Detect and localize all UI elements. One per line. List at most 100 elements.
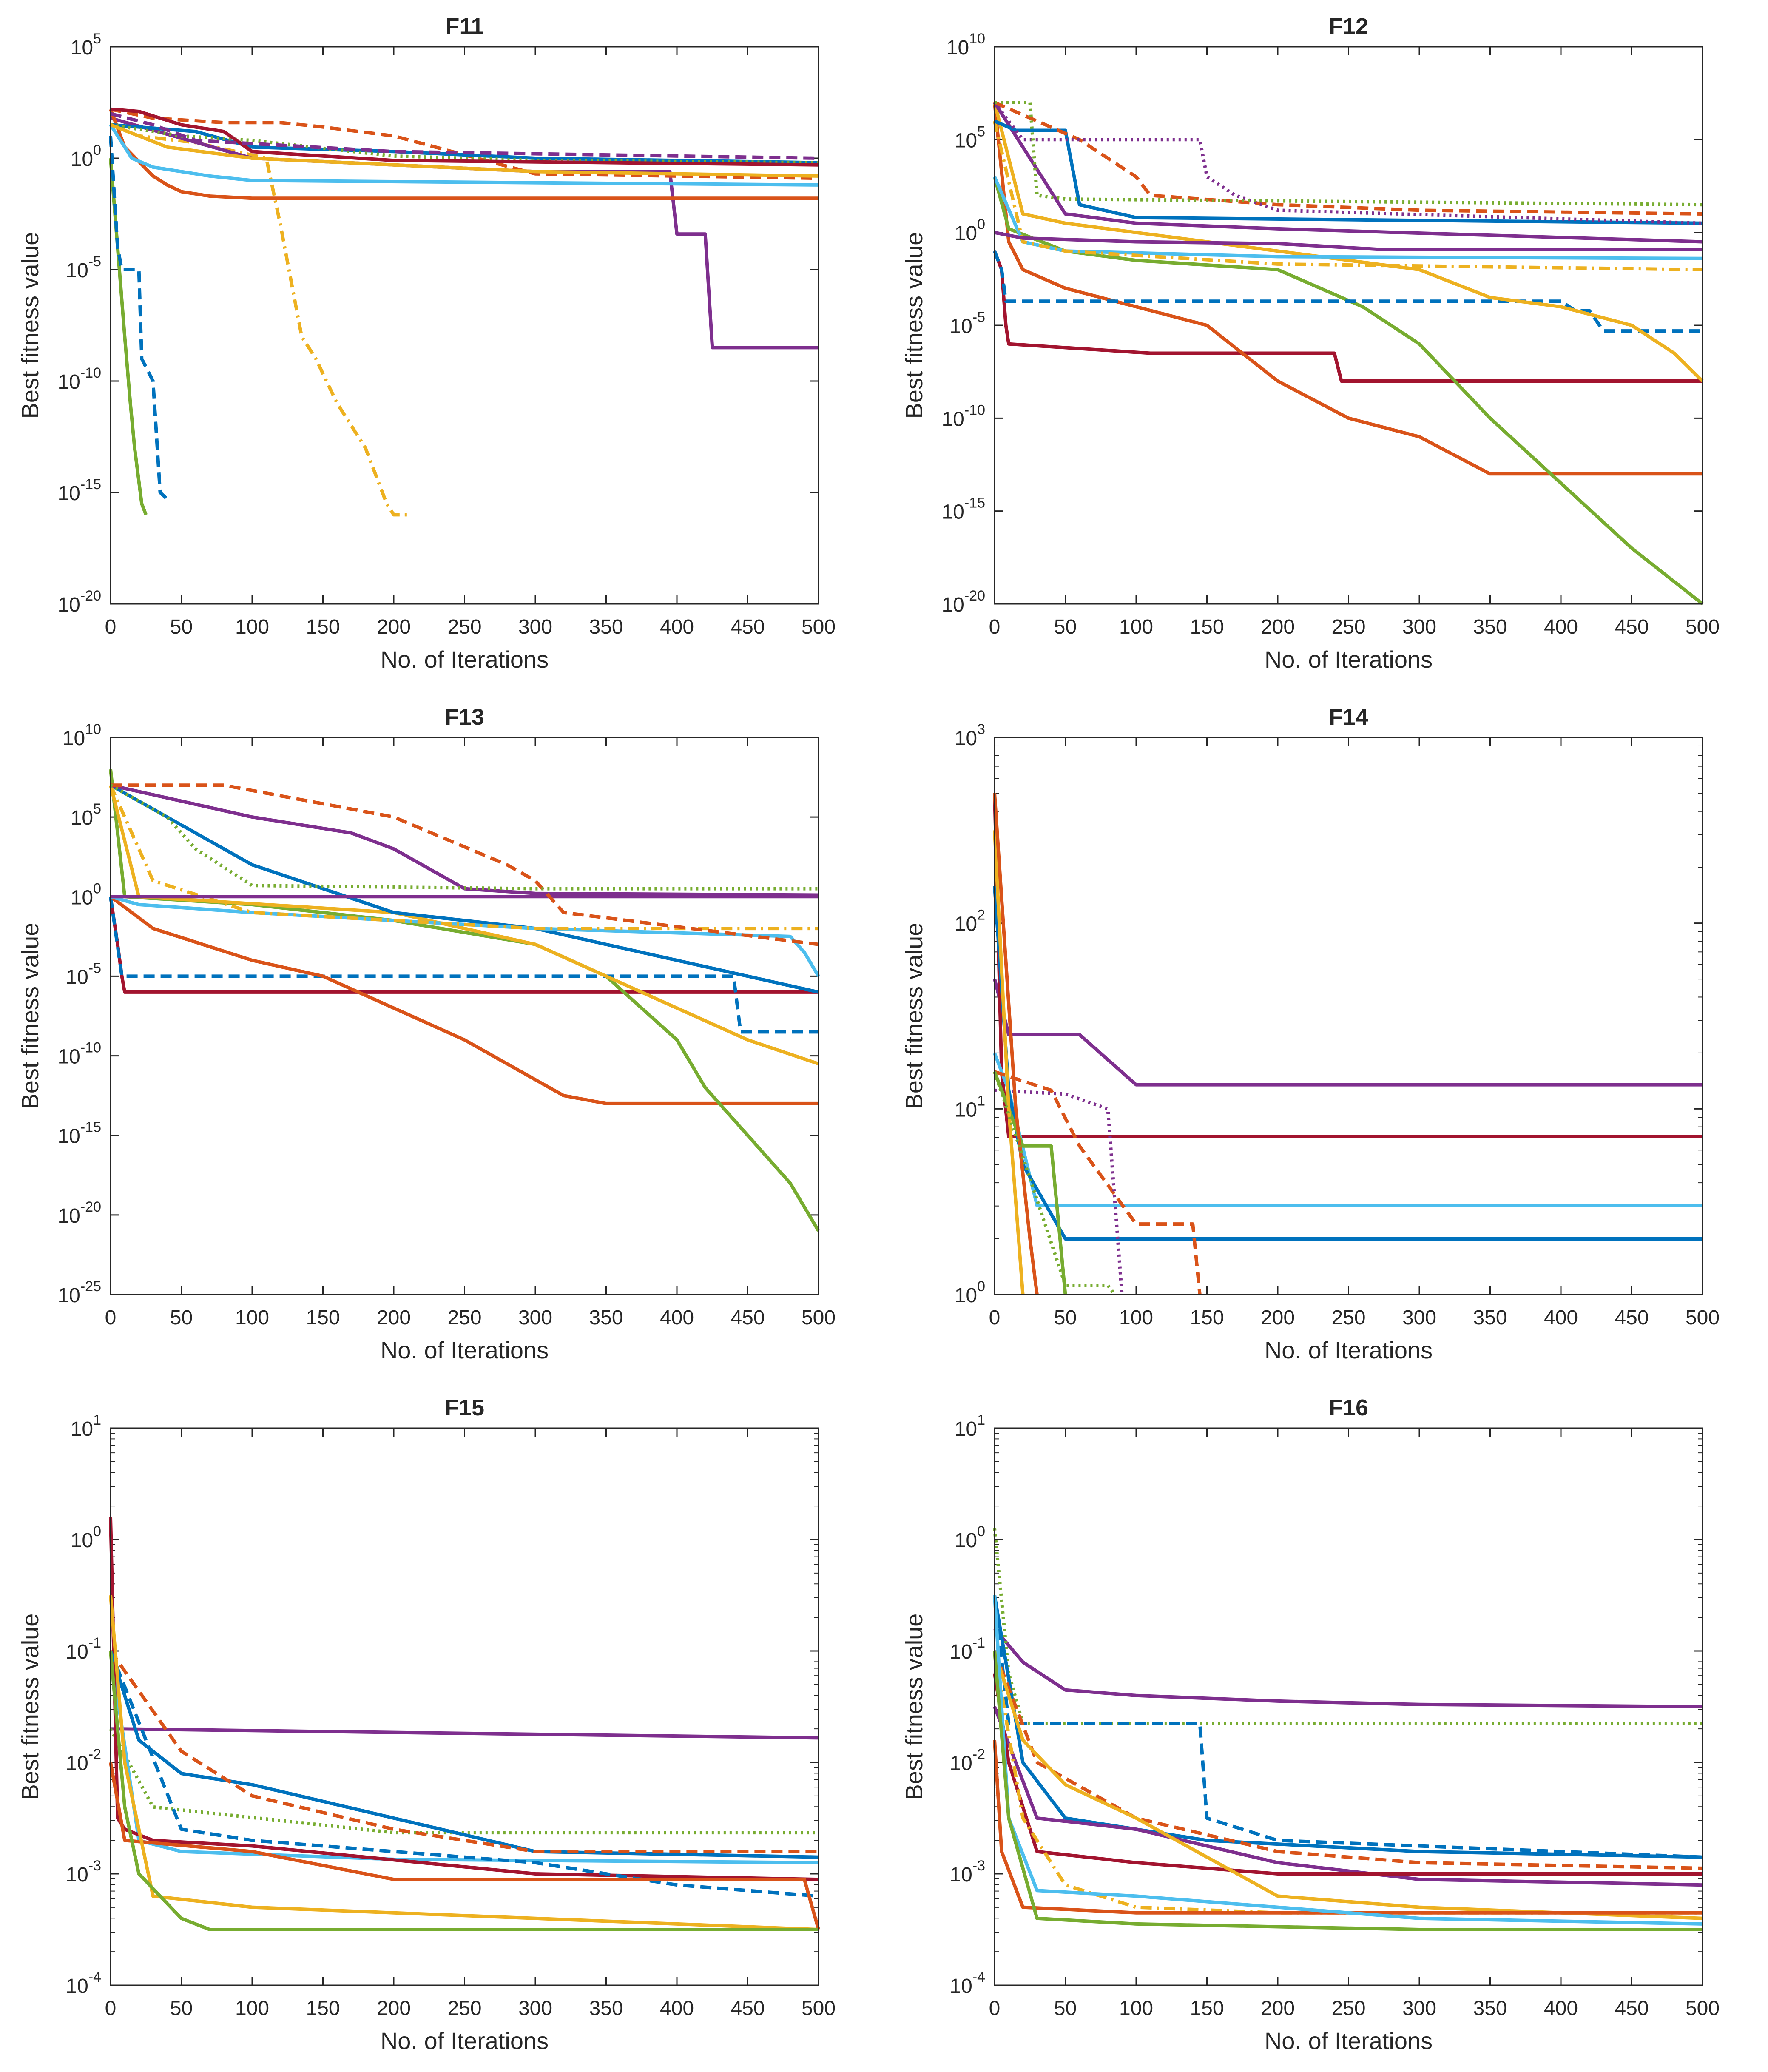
series-line-7 xyxy=(993,1673,1703,1876)
series-line-12 xyxy=(993,101,1703,225)
chart-title: F16 xyxy=(1329,1395,1368,1420)
x-tick-label: 50 xyxy=(170,1997,193,2020)
series-line-3 xyxy=(110,123,408,517)
panel-f11: 0 50 100 150 200 250 300 350 400 450 500 10-20 10-15… xyxy=(17,14,836,673)
plot-frame xyxy=(994,737,1703,1295)
x-tick-label: 50 xyxy=(170,616,193,638)
x-tick-label: 150 xyxy=(1190,1997,1224,2020)
y-tick-label: 10-15 xyxy=(57,476,101,505)
x-tick-label: 250 xyxy=(447,1306,481,1329)
x-tick-label: 400 xyxy=(660,616,694,638)
x-tick-label: 100 xyxy=(1119,1997,1153,2020)
x-tick-label: 250 xyxy=(447,1997,481,2020)
y-tick-label: 105 xyxy=(71,801,101,829)
y-tick-label: 100 xyxy=(71,142,101,171)
y-tick-label: 10-3 xyxy=(949,1858,985,1886)
x-axis-label: No. of Iterations xyxy=(381,646,549,673)
plot-border xyxy=(994,737,1703,1295)
x-tick-label: 400 xyxy=(1544,616,1578,638)
series-line-11 xyxy=(994,101,1703,216)
y-tick-label: 100 xyxy=(955,216,985,245)
series-line-7 xyxy=(993,120,1703,271)
series-line-12 xyxy=(110,783,819,891)
plot-frame xyxy=(110,737,819,1295)
x-tick-label: 150 xyxy=(306,1997,340,2020)
y-tick-label: 10-15 xyxy=(57,1119,101,1148)
x-tick-label: 100 xyxy=(1119,616,1153,638)
x-tick-label: 200 xyxy=(1261,1997,1295,2020)
x-axis-label: No. of Iterations xyxy=(381,1337,549,1363)
series-line-10 xyxy=(109,1651,819,1931)
y-axis-label: Best fitness value xyxy=(901,232,927,419)
series-line-3 xyxy=(993,1595,1703,1859)
series-line-2 xyxy=(109,136,168,501)
x-tick-label: 250 xyxy=(1331,1997,1365,2020)
series-line-1 xyxy=(993,1628,1703,1708)
y-tick-label: 10-2 xyxy=(949,1746,985,1775)
x-tick-label: 300 xyxy=(1402,1306,1436,1329)
panel-f16: 0 50 100 150 200 250 300 350 400 450 500 10-4 10-3 10… xyxy=(901,1395,1720,2054)
y-tick-label: 10-15 xyxy=(941,495,985,524)
x-tick-label: 100 xyxy=(1119,1306,1153,1329)
x-tick-label: 200 xyxy=(377,616,411,638)
y-tick-label: 101 xyxy=(955,1093,985,1121)
series-line-11 xyxy=(111,783,819,946)
y-tick-label: 10-1 xyxy=(65,1635,101,1663)
y-tick-label: 10-1 xyxy=(949,1635,985,1663)
x-tick-label: 350 xyxy=(589,1997,623,2020)
series-line-12 xyxy=(110,112,819,160)
plot-border xyxy=(994,46,1703,605)
panel-f13: 0 50 100 150 200 250 300 350 400 450 500 10-25 10-20… xyxy=(17,704,836,1363)
x-tick-label: 500 xyxy=(802,1997,836,2020)
y-tick-label: 1010 xyxy=(947,31,985,59)
y-axis-label: Best fitness value xyxy=(17,1614,43,1800)
y-tick-label: 10-20 xyxy=(941,588,985,616)
x-tick-label: 500 xyxy=(1686,1306,1720,1329)
x-tick-label: 50 xyxy=(1054,1306,1077,1329)
y-tick-label: 10-10 xyxy=(57,1040,101,1068)
series-line-6 xyxy=(994,1088,1124,1295)
y-tick-label: 101 xyxy=(955,1412,985,1440)
y-axis-label: Best fitness value xyxy=(901,923,927,1110)
x-tick-label: 450 xyxy=(1615,616,1649,638)
x-tick-label: 400 xyxy=(1544,1306,1578,1329)
series-line-9 xyxy=(993,793,1039,1295)
panel-f12: 0 50 100 150 200 250 300 350 400 450 500 10-20 10-15… xyxy=(901,14,1720,673)
x-tick-label: 250 xyxy=(1331,1306,1365,1329)
series-line-10 xyxy=(993,1740,1703,1915)
y-axis-label: Best fitness value xyxy=(901,1614,927,1800)
y-tick-label: 10-10 xyxy=(57,365,101,393)
x-tick-label: 350 xyxy=(589,616,623,638)
x-tick-label: 100 xyxy=(235,616,269,638)
series-line-6 xyxy=(109,124,819,187)
series-line-8 xyxy=(109,784,819,931)
plot-border xyxy=(110,737,819,1295)
series-line-9 xyxy=(110,123,819,165)
panel-f15: 0 50 100 150 200 250 300 350 400 450 500 10-4 10-3 10… xyxy=(17,1395,836,2054)
x-axis-label: No. of Iterations xyxy=(1265,646,1433,673)
x-tick-label: 350 xyxy=(589,1306,623,1329)
series-line-6 xyxy=(109,1517,819,1881)
y-tick-label: 100 xyxy=(955,1523,985,1552)
x-tick-label: 300 xyxy=(1402,616,1436,638)
y-tick-label: 105 xyxy=(71,31,101,59)
series-line-1 xyxy=(993,250,1703,383)
x-tick-label: 100 xyxy=(235,1997,269,2020)
x-tick-label: 350 xyxy=(1473,1306,1507,1329)
series-line-6 xyxy=(993,1706,1703,1887)
series-line-7 xyxy=(109,1650,819,1898)
x-tick-label: 450 xyxy=(1615,1306,1649,1329)
x-tick-label: 150 xyxy=(306,1306,340,1329)
series-line-5 xyxy=(993,102,1704,382)
series-line-11 xyxy=(110,107,819,167)
y-tick-label: 1010 xyxy=(63,721,101,750)
series-line-8 xyxy=(993,1650,1703,1920)
x-tick-label: 200 xyxy=(377,1306,411,1329)
y-tick-label: 10-2 xyxy=(65,1746,101,1775)
plot-frame xyxy=(994,46,1703,605)
x-tick-label: 400 xyxy=(660,1997,694,2020)
x-tick-label: 300 xyxy=(518,1306,552,1329)
y-tick-label: 105 xyxy=(955,123,985,152)
x-tick-label: 350 xyxy=(1473,1997,1507,2020)
